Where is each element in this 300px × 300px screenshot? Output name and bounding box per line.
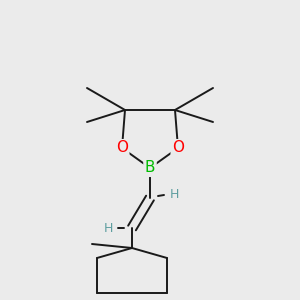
Text: O: O (116, 140, 128, 155)
Text: H: H (103, 221, 113, 235)
Text: B: B (145, 160, 155, 175)
Text: H: H (169, 188, 179, 202)
Text: O: O (172, 140, 184, 155)
